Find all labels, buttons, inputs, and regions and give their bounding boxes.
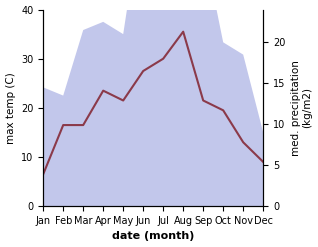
X-axis label: date (month): date (month) — [112, 231, 194, 242]
Y-axis label: max temp (C): max temp (C) — [5, 72, 16, 144]
Y-axis label: med. precipitation
(kg/m2): med. precipitation (kg/m2) — [291, 60, 313, 156]
